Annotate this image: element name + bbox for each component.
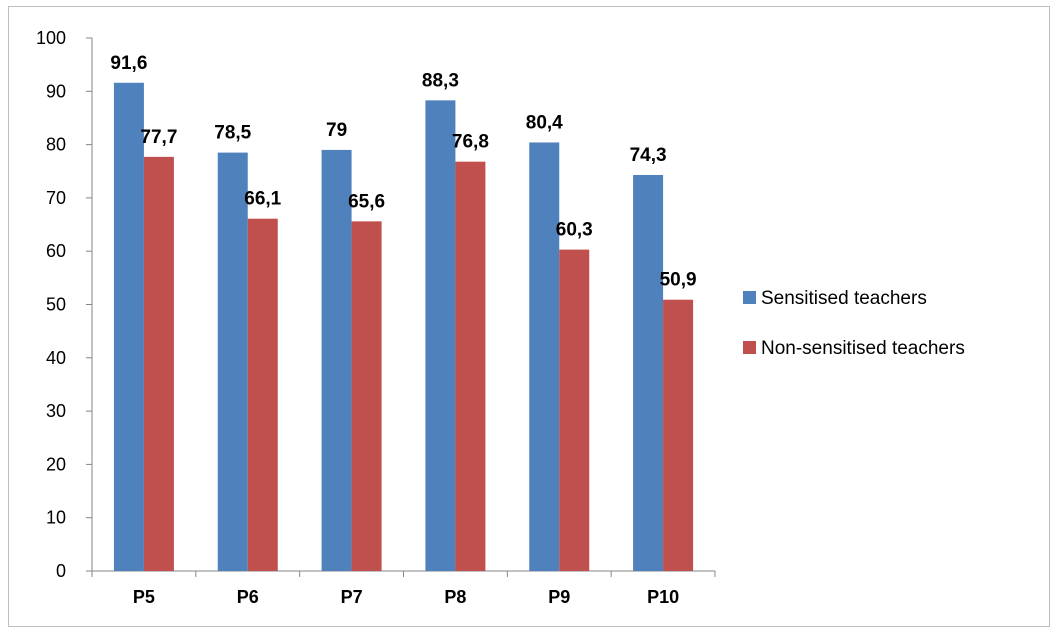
chart-frame (8, 6, 1050, 627)
y-tick-label: 50 (46, 295, 66, 315)
category-label: P10 (647, 587, 679, 607)
bar-non-sensitised (143, 156, 174, 571)
legend-label: Non-sensitised teachers (761, 338, 965, 359)
y-tick-label: 80 (46, 135, 66, 155)
bar-sensitised (113, 82, 144, 571)
y-tick-label: 40 (46, 348, 66, 368)
category-label: P8 (444, 587, 466, 607)
data-label: 80,4 (526, 112, 563, 133)
y-tick-label: 100 (36, 28, 66, 48)
bar-non-sensitised (559, 249, 590, 571)
category-label: P9 (548, 587, 570, 607)
legend-swatch (743, 341, 756, 354)
data-labels: 91,6 78,5 79 88,3 80,4 74,3 77,7 66,1 65,6 76,8 60… (110, 53, 696, 291)
y-tick-label: 20 (46, 454, 66, 474)
category-label: P6 (237, 587, 259, 607)
y-tick-label: 10 (46, 508, 66, 528)
bars (113, 82, 694, 572)
data-label: 78,5 (214, 123, 251, 144)
data-label: 66,1 (244, 189, 281, 210)
bar-non-sensitised (455, 161, 486, 571)
data-label: 50,9 (660, 270, 697, 291)
data-label: 79 (326, 120, 347, 141)
bar-sensitised (633, 174, 664, 571)
legend: Sensitised teachers Non-sensitised teache… (743, 288, 965, 359)
y-tick-label: 60 (46, 241, 66, 261)
category-label: P5 (133, 587, 155, 607)
legend-label: Sensitised teachers (761, 288, 927, 309)
data-label: 76,8 (452, 132, 489, 153)
bar-sensitised (321, 149, 352, 571)
data-label: 65,6 (348, 191, 385, 212)
bar-sensitised (425, 100, 456, 572)
y-tick-label: 30 (46, 401, 66, 421)
data-label: 77,7 (140, 127, 177, 148)
data-label: 91,6 (110, 53, 147, 74)
bar-sensitised (217, 152, 248, 571)
axes: 0 10 20 30 40 50 60 70 80 90 100 P5 P6 P7 P8 P9 P10 (36, 28, 716, 607)
bar-non-sensitised (351, 221, 382, 572)
category-label: P7 (341, 587, 363, 607)
data-label: 88,3 (422, 70, 459, 91)
data-label: 74,3 (630, 145, 667, 166)
bar-non-sensitised (247, 218, 278, 571)
data-label: 60,3 (556, 220, 593, 241)
y-tick-label: 90 (46, 81, 66, 101)
bar-non-sensitised (663, 299, 694, 571)
bar-sensitised (529, 142, 560, 571)
y-tick-label: 70 (46, 188, 66, 208)
y-tick-label: 0 (56, 561, 66, 581)
legend-swatch (743, 291, 756, 304)
